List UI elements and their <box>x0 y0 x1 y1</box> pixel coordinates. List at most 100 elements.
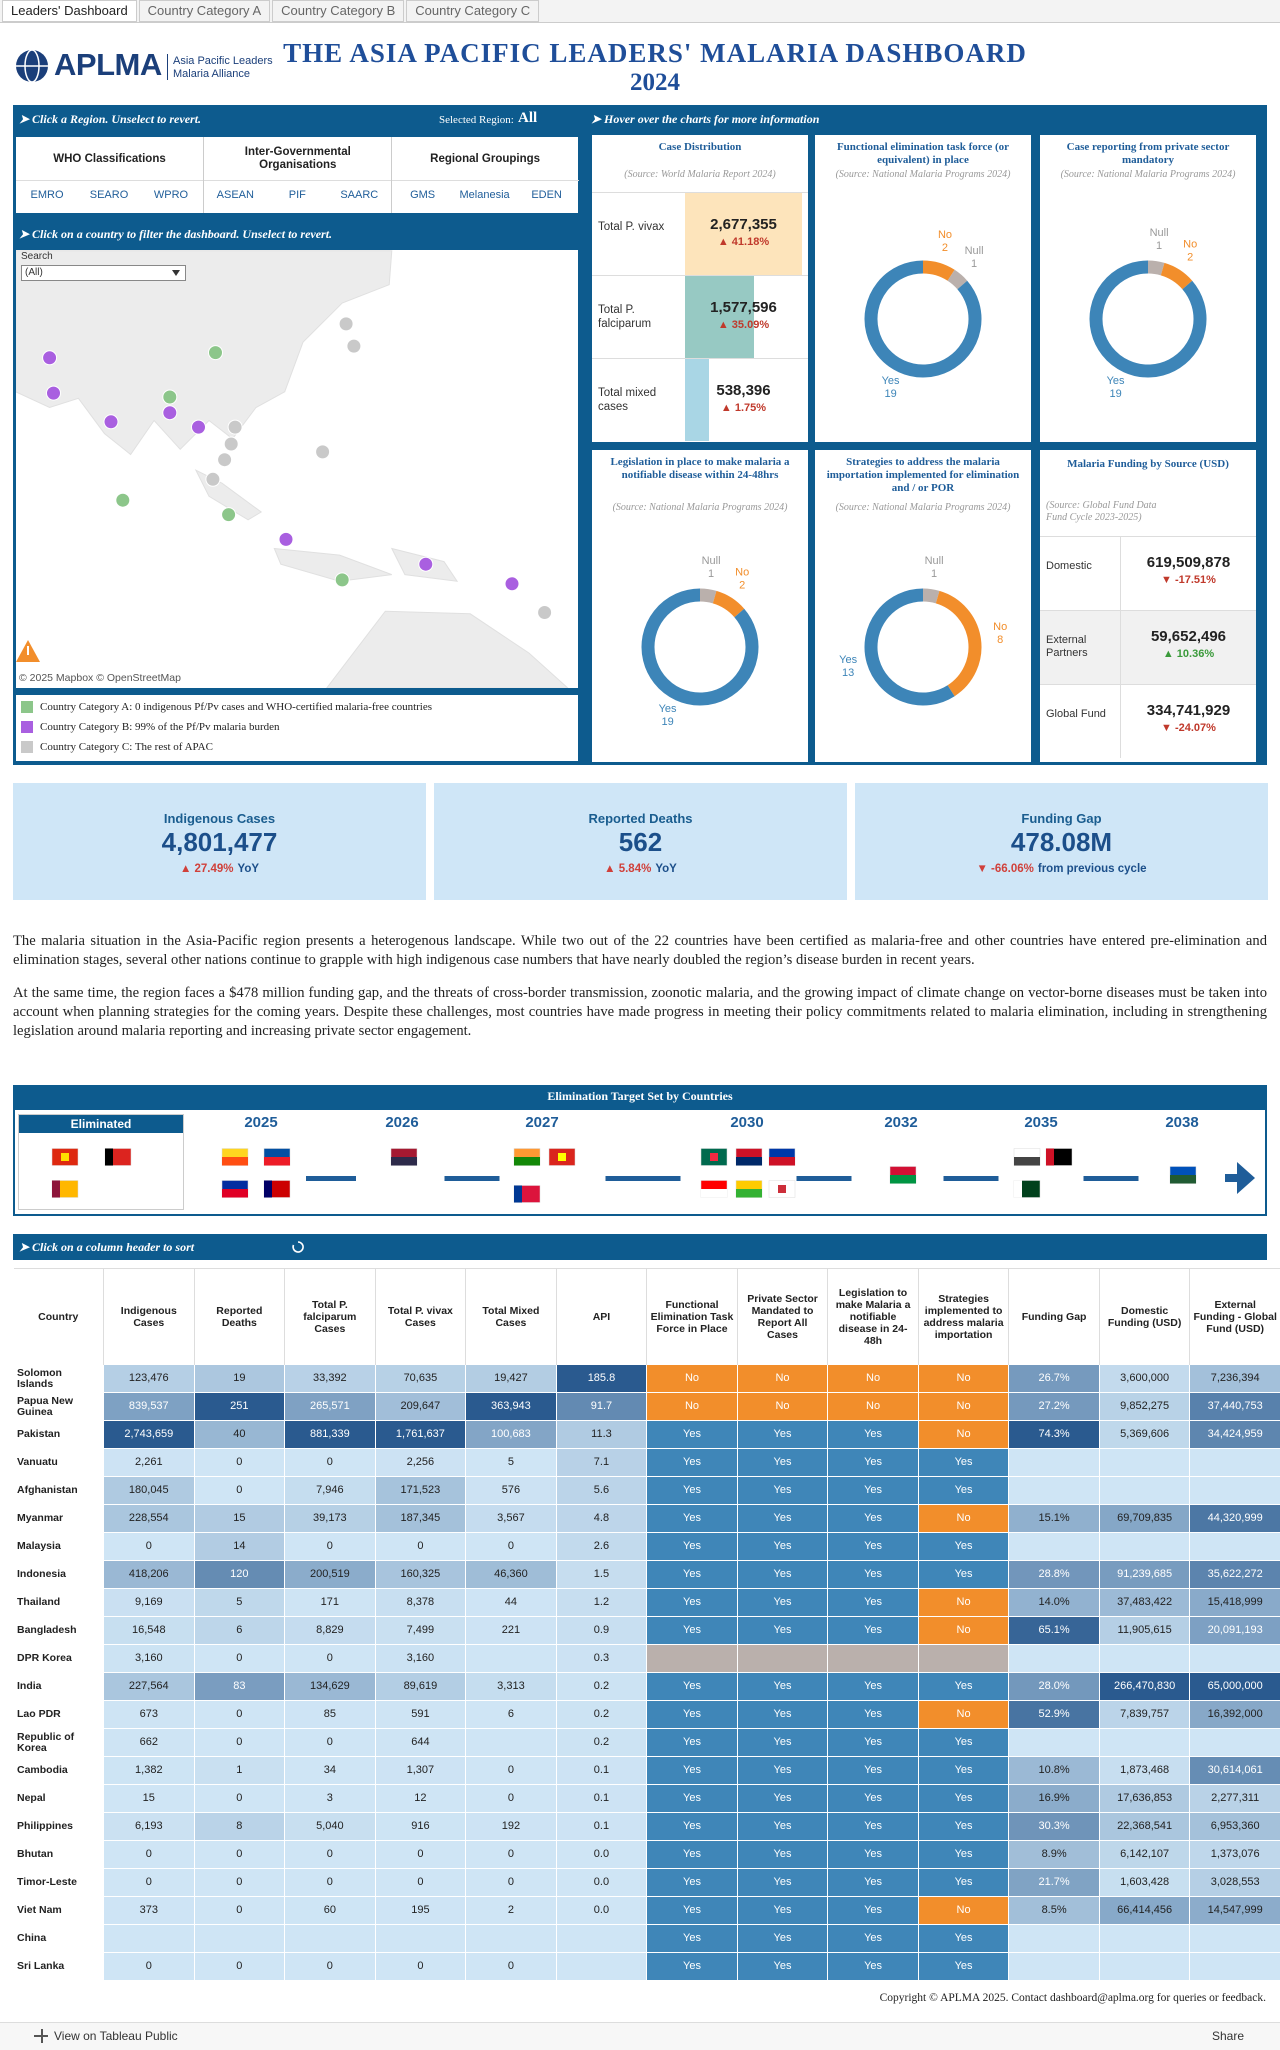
country-marker[interactable] <box>504 576 520 592</box>
chart-card: Case reporting from private sector manda… <box>1040 135 1256 442</box>
donut-segment <box>712 590 745 618</box>
country-marker[interactable] <box>191 419 206 435</box>
country-marker[interactable] <box>42 350 58 366</box>
table-row: Philippines 6,193 8 5,040 916 192 0.1 Yes Yes Yes… <box>12 1812 1280 1841</box>
table-cell: 0 <box>193 1728 286 1757</box>
table-row: DPR Korea 3,160 0 0 3,160 0.3 <box>12 1644 1280 1673</box>
table-cell: 171 <box>284 1588 376 1617</box>
country-marker[interactable] <box>208 345 223 361</box>
country-marker[interactable] <box>162 405 178 421</box>
table-cell: 134,629 <box>284 1672 376 1701</box>
country-marker[interactable] <box>46 385 61 401</box>
region-option[interactable]: SAARC <box>340 189 379 201</box>
country-marker[interactable] <box>162 389 178 405</box>
region-option[interactable]: SEARO <box>89 189 129 201</box>
share-button[interactable]: Share <box>1212 2029 1245 2043</box>
country-marker[interactable] <box>223 436 239 452</box>
segment-label: Yes <box>882 375 900 387</box>
table-row: Cambodia 1,382 1 34 1,307 0 0.1 Yes Yes Yes Yes 10.… <box>12 1756 1280 1785</box>
column-header[interactable]: API <box>556 1268 648 1365</box>
column-header[interactable]: Reported Deaths <box>194 1268 286 1365</box>
change-label: ▲ 35.09% <box>717 319 770 331</box>
table-cell: 0 <box>193 1840 286 1869</box>
table-cell <box>1098 1476 1191 1505</box>
segment-label: Null <box>925 555 944 567</box>
country-marker[interactable] <box>315 444 331 460</box>
tab[interactable]: Leaders' Dashboard <box>2 0 137 22</box>
table-cell: Yes <box>646 1532 738 1561</box>
kpi-value: 478.08M <box>1010 827 1113 857</box>
column-header[interactable]: Private Sector Mandated to Report All Ca… <box>737 1268 829 1365</box>
column-header[interactable]: Country <box>13 1268 105 1365</box>
country-marker[interactable] <box>205 471 221 487</box>
country-marker[interactable] <box>418 556 434 572</box>
region-option[interactable]: WPRO <box>153 189 189 201</box>
table-cell: Yes <box>827 1924 919 1953</box>
column-header[interactable]: Total P. falciparum Cases <box>284 1268 376 1365</box>
country-marker[interactable] <box>346 338 362 354</box>
segment-value: 1 <box>971 258 977 270</box>
donut-segment <box>699 588 717 604</box>
region-option[interactable]: Melanesia <box>459 189 510 201</box>
country-marker[interactable] <box>115 492 131 508</box>
country-cell: Afghanistan <box>12 1476 105 1505</box>
tab[interactable]: Country Category A <box>138 0 271 22</box>
country-marker[interactable] <box>217 452 233 468</box>
table-cell: 70,635 <box>374 1364 467 1393</box>
column-header[interactable]: Total Mixed Cases <box>465 1268 557 1365</box>
flag-detail <box>61 1153 69 1161</box>
tab[interactable]: Country Category B <box>272 0 405 22</box>
column-header[interactable]: Total P. vivax Cases <box>375 1268 467 1365</box>
tableau-link[interactable]: View on Tableau Public <box>54 2029 178 2043</box>
table-cell: 195 <box>374 1896 467 1925</box>
column-header[interactable]: External Funding - Global Fund (USD) <box>1189 1268 1280 1365</box>
country-marker[interactable] <box>338 316 354 332</box>
change-label: ▲ 41.18% <box>717 236 770 248</box>
table-cell <box>555 1952 648 1981</box>
column-header[interactable]: Functional Elimination Task Force in Pla… <box>646 1268 738 1365</box>
column-header[interactable]: Funding Gap <box>1008 1268 1100 1365</box>
table-cell: 120 <box>193 1560 286 1589</box>
region-option[interactable]: ASEAN <box>216 189 254 201</box>
column-header[interactable]: Indigenous Cases <box>103 1268 195 1365</box>
search-dropdown[interactable]: (All) <box>21 265 186 281</box>
table-cell: Yes <box>736 1476 829 1505</box>
table-body: Solomon Islands 123,476 19 33,392 70,635 19,4… <box>12 1364 1280 1981</box>
table-cell: Yes <box>917 1840 1010 1869</box>
column-header[interactable]: Legislation to make Malaria a notifiable… <box>827 1268 919 1365</box>
chart-card: Malaria Funding by Source (USD) (Source: … <box>1040 450 1256 762</box>
table-cell: 0 <box>465 1784 557 1813</box>
country-cell: India <box>12 1672 105 1701</box>
flag-detail <box>710 1153 718 1161</box>
country-marker[interactable] <box>537 605 553 620</box>
table-cell: Yes <box>736 1728 829 1757</box>
country-marker[interactable] <box>103 414 119 430</box>
region-option[interactable]: PIF <box>288 189 306 201</box>
table-cell: 5 <box>193 1588 286 1617</box>
map[interactable]: Search (All) © 2025 Mapbox © OpenStreetMap <box>16 250 578 688</box>
card-title: Malaria Funding by Source (USD) <box>1067 458 1229 470</box>
country-marker[interactable] <box>278 531 294 547</box>
country-cell: Vanuatu <box>12 1448 105 1477</box>
region-divider <box>204 180 392 181</box>
region-option[interactable]: GMS <box>410 189 436 201</box>
tab[interactable]: Country Category C <box>406 0 540 22</box>
table-cell: Yes <box>827 1448 919 1477</box>
segment-value: 19 <box>1109 388 1121 400</box>
flag-detail <box>514 1185 522 1203</box>
region-option[interactable]: EDEN <box>531 189 562 201</box>
table-cell: 881,339 <box>284 1420 376 1449</box>
column-header[interactable]: Domestic Funding (USD) <box>1099 1268 1191 1365</box>
column-header[interactable]: Strategies implemented to address malari… <box>918 1268 1010 1365</box>
table-cell: 3,600,000 <box>1098 1364 1191 1393</box>
reset-sort-icon[interactable] <box>291 1240 305 1254</box>
donut-segment <box>922 588 940 604</box>
table-cell: 1.5 <box>555 1560 648 1589</box>
country-marker[interactable] <box>221 507 237 523</box>
table-cell: 19 <box>193 1364 286 1393</box>
region-option[interactable]: EMRO <box>30 189 64 201</box>
donut-segment <box>935 590 982 697</box>
country-marker[interactable] <box>227 419 243 435</box>
country-marker[interactable] <box>334 572 350 588</box>
dropdown-arrow <box>172 270 180 276</box>
